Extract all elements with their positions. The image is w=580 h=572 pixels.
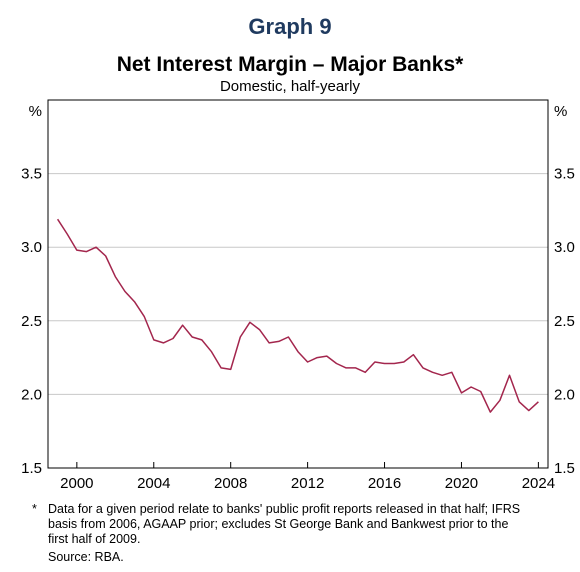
graph-label: Graph 9 [248,14,332,39]
x-tick-label: 2000 [60,475,93,492]
y-tick-label-right: 3.5 [554,166,575,183]
plot-frame [47,99,549,469]
y-tick-label-right: 2.5 [554,313,575,330]
footnote: * Data for a given period relate to bank… [32,502,528,547]
y-tick-label-left: 3.0 [21,239,42,256]
y-tick-label-right: 1.5 [554,460,575,477]
chart-title: Net Interest Margin – Major Banks* [116,53,464,76]
x-tick-label: 2024 [522,475,555,492]
x-tick-label: 2016 [368,475,401,492]
y-tick-label-left: 1.5 [21,460,42,477]
y-unit-left: % [29,103,42,120]
y-tick-label-right: 2.0 [554,386,575,403]
chart-subtitle: Domestic, half-yearly [219,78,361,95]
x-tick-label: 2020 [445,475,478,492]
x-tick-label: 2008 [214,475,247,492]
x-tick-label: 2004 [137,475,170,492]
footnote-text: Data for a given period relate to banks'… [48,502,521,546]
y-tick-label-left: 3.5 [21,166,42,183]
series-line [56,218,539,413]
source-note: Source: RBA. [48,550,124,564]
y-tick-label-right: 3.0 [554,239,575,256]
y-tick-label-left: 2.0 [21,386,42,403]
x-tick-label: 2012 [291,475,324,492]
footnote-marker: * [32,502,37,516]
y-tick-label-left: 2.5 [21,313,42,330]
y-unit-right: % [554,103,567,120]
